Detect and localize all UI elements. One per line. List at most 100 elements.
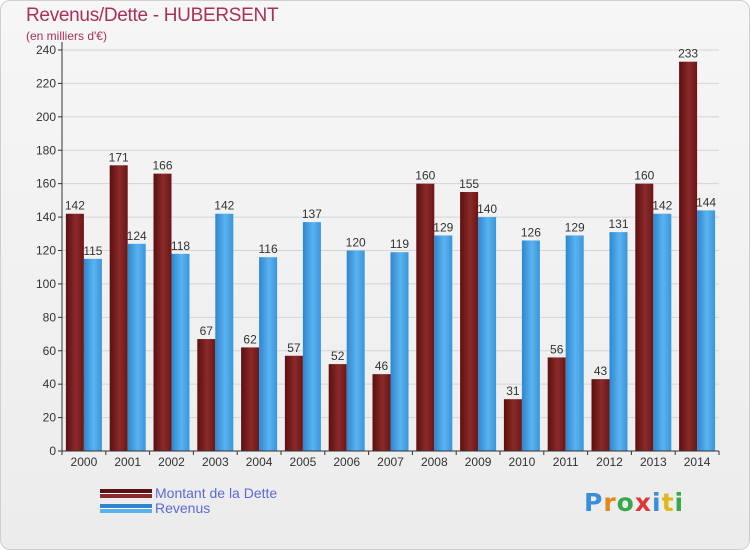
y-tick-label: 160 — [36, 177, 56, 191]
data-label-revenue: 142 — [214, 199, 234, 213]
bar-debt — [547, 357, 566, 451]
bar-debt — [416, 183, 435, 451]
bar-debt — [679, 61, 698, 452]
legend-label-debt: Montant de la Dette — [155, 485, 278, 501]
y-tick-label: 20 — [43, 411, 57, 425]
logo-letter: i — [652, 488, 662, 517]
bar-revenue — [390, 252, 409, 451]
y-tick-label: 80 — [43, 310, 57, 324]
value-labels: 142 115 171 124 166 118 67 142 62 116 57 137 52 120 46… — [65, 47, 717, 399]
x-tick-label: 2004 — [246, 455, 273, 469]
x-tick-label: 2001 — [114, 455, 141, 469]
x-tick-label: 2003 — [202, 455, 229, 469]
bar-debt — [591, 379, 610, 451]
data-label-debt: 67 — [200, 324, 214, 338]
logo-letter: x — [634, 488, 652, 517]
axes: 0 20 40 60 80 100 120 140 160 180 200 220 240 2000 200… — [36, 42, 720, 469]
bar-revenue — [609, 232, 628, 451]
x-tick-label: 2011 — [553, 455, 579, 469]
bar-revenue — [434, 235, 453, 451]
bar-debt — [328, 364, 347, 451]
bar-debt — [153, 173, 172, 451]
proxiti-logo: Proxiti — [584, 488, 684, 517]
data-label-revenue: 118 — [171, 239, 190, 253]
x-tick-label: 2009 — [465, 455, 492, 469]
data-label-debt: 233 — [678, 47, 698, 61]
data-label-debt: 142 — [65, 199, 85, 213]
x-tick-label: 2008 — [421, 455, 448, 469]
data-label-revenue: 126 — [521, 225, 541, 239]
y-tick-label: 40 — [43, 377, 57, 391]
legend-swatch-revenue — [100, 504, 152, 513]
bar-debt — [241, 347, 260, 451]
data-label-debt: 31 — [506, 384, 520, 398]
bar-debt — [197, 339, 216, 451]
data-label-debt: 46 — [375, 359, 389, 373]
data-label-debt: 43 — [594, 364, 608, 378]
x-tick-label: 2012 — [596, 455, 623, 469]
bar-revenue — [346, 250, 365, 451]
x-tick-label: 2013 — [640, 455, 667, 469]
y-tick-label: 180 — [36, 143, 56, 157]
y-tick-label: 0 — [49, 444, 56, 458]
bar-debt — [284, 355, 303, 451]
y-tick-label: 140 — [36, 210, 56, 224]
y-tick-label: 60 — [43, 344, 57, 358]
data-label-revenue: 120 — [346, 236, 366, 250]
data-label-revenue: 129 — [433, 220, 453, 234]
bar-debt — [65, 213, 84, 451]
bar-revenue — [302, 222, 321, 451]
bar-revenue — [83, 258, 102, 451]
bar-debt — [372, 374, 391, 451]
data-label-debt: 56 — [550, 342, 564, 356]
data-label-revenue: 142 — [652, 199, 672, 213]
x-tick-label: 2014 — [684, 455, 711, 469]
x-tick-label: 2006 — [333, 455, 360, 469]
bars-group — [65, 61, 716, 452]
bar-revenue — [697, 210, 716, 451]
logo-letter: o — [616, 488, 635, 517]
data-label-revenue: 116 — [259, 242, 278, 256]
bar-revenue — [259, 257, 278, 451]
y-tick-label: 200 — [36, 110, 56, 124]
logo-letter: t — [661, 488, 675, 517]
logo-letter: P — [584, 488, 604, 517]
data-label-debt: 166 — [152, 159, 172, 173]
bar-debt — [460, 192, 479, 452]
y-tick-label: 120 — [36, 244, 56, 258]
data-label-revenue: 129 — [565, 220, 585, 234]
y-tick-label: 220 — [36, 76, 56, 90]
bar-revenue — [521, 240, 540, 451]
data-label-debt: 62 — [243, 332, 257, 346]
chart-subtitle: (en milliers d'€) — [26, 29, 107, 43]
bar-revenue — [478, 217, 497, 451]
x-tick-label: 2005 — [290, 455, 317, 469]
data-label-revenue: 115 — [83, 244, 102, 258]
logo-letter: i — [674, 488, 685, 517]
data-label-debt: 160 — [415, 169, 435, 183]
x-tick-label: 2007 — [377, 455, 404, 469]
x-tick-label: 2010 — [509, 455, 536, 469]
x-tick-label: 2000 — [71, 455, 98, 469]
chart-title: Revenus/Dette - HUBERSENT — [26, 5, 279, 26]
data-label-debt: 160 — [634, 169, 654, 183]
legend-swatch-debt — [100, 489, 152, 498]
bar-debt — [635, 183, 654, 451]
data-label-revenue: 140 — [477, 202, 497, 216]
data-label-revenue: 124 — [127, 229, 147, 243]
bar-revenue — [565, 235, 584, 451]
data-label-debt: 57 — [287, 341, 301, 355]
bar-revenue — [653, 213, 672, 451]
data-label-debt: 155 — [459, 177, 479, 191]
legend-label-revenue: Revenus — [155, 500, 211, 516]
bar-revenue — [215, 213, 234, 451]
y-tick-label: 240 — [36, 43, 56, 57]
x-tick-label: 2002 — [158, 455, 185, 469]
data-label-debt: 171 — [109, 150, 129, 164]
data-label-revenue: 119 — [390, 237, 409, 251]
bar-debt — [109, 165, 128, 451]
data-label-debt: 52 — [331, 349, 345, 363]
data-label-revenue: 131 — [608, 217, 628, 231]
bar-debt — [503, 399, 522, 451]
